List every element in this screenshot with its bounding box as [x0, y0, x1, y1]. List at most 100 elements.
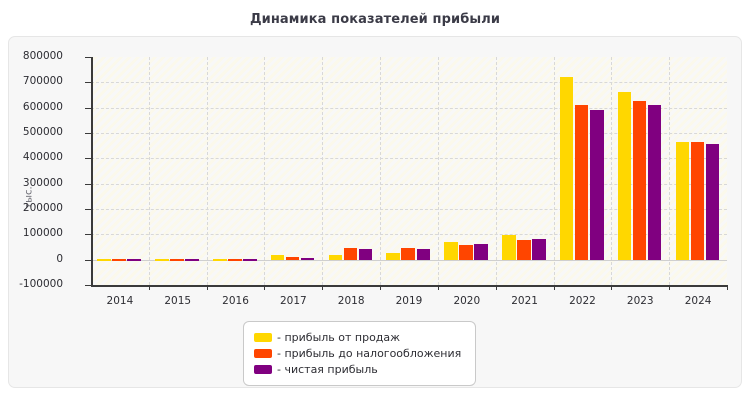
y-axis-tick	[85, 107, 91, 109]
legend-label: - прибыль от продаж	[277, 331, 401, 344]
bar	[459, 245, 473, 260]
y-axis-tick-label: 400000	[22, 151, 63, 164]
legend-swatch	[254, 349, 272, 359]
y-axis-tick	[85, 209, 91, 210]
y-axis-tick	[85, 285, 91, 286]
bar	[517, 240, 531, 260]
x-axis-tick	[437, 285, 439, 290]
vertical-gridline	[380, 57, 382, 285]
legend-swatch	[254, 333, 272, 343]
bar	[386, 253, 400, 260]
bar	[112, 258, 126, 262]
gridlines	[91, 57, 727, 285]
y-axis-tick	[85, 133, 91, 134]
x-axis-tick-label: 2014	[106, 295, 134, 307]
bar	[532, 239, 546, 260]
bar	[675, 141, 690, 260]
vertical-gridline	[148, 57, 150, 285]
bar	[401, 248, 415, 260]
x-axis-tick-label: 2017	[279, 295, 307, 307]
bar	[185, 258, 199, 262]
bar	[270, 255, 285, 260]
vertical-gridline	[495, 57, 497, 285]
chart-legend: - прибыль от продаж - прибыль до налогооб…	[243, 321, 477, 387]
x-axis-tick	[264, 285, 266, 290]
bar	[358, 249, 373, 260]
bar	[97, 258, 111, 262]
x-axis-tick-label: 2016	[222, 295, 249, 307]
y-axis-tick-label: 800000	[22, 50, 63, 62]
gridline	[91, 133, 727, 134]
vertical-gridline	[669, 57, 671, 285]
bar	[343, 247, 358, 260]
y-axis-tick	[85, 183, 91, 185]
gridline	[91, 234, 727, 236]
gridline	[91, 183, 727, 185]
x-axis-tick	[669, 285, 671, 290]
vertical-gridline	[553, 57, 555, 285]
y-axis-tick-label: 300000	[22, 176, 63, 189]
bar	[170, 258, 184, 262]
y-axis-tick-label: 600000	[22, 100, 63, 113]
x-axis-tick	[322, 285, 324, 290]
bar	[285, 256, 300, 260]
gridline	[91, 209, 727, 210]
bar	[155, 258, 169, 262]
vertical-gridline	[206, 57, 208, 285]
bar	[444, 242, 458, 260]
bar	[690, 141, 705, 260]
bar	[705, 144, 720, 260]
bar	[574, 105, 589, 260]
bar	[502, 235, 516, 260]
bar	[300, 257, 315, 261]
x-axis-tick-label: 2018	[337, 295, 365, 307]
bar	[589, 110, 604, 260]
legend-item[interactable]: - прибыль от продаж	[254, 331, 461, 345]
bar	[243, 258, 257, 262]
bar	[416, 249, 431, 260]
y-axis-tick-label: -100000	[19, 278, 63, 290]
x-axis-tick	[611, 285, 613, 290]
vertical-gridline	[437, 57, 439, 285]
bar	[474, 244, 488, 260]
y-axis-tick-label: 200000	[22, 202, 63, 214]
y-axis-tick-label: 500000	[22, 126, 63, 138]
legend-label: - прибыль до налогообложения	[277, 346, 462, 360]
y-axis-tick-label: 700000	[22, 75, 63, 88]
bar	[127, 258, 141, 262]
bar	[617, 92, 632, 260]
bar	[632, 101, 647, 260]
x-axis-tick	[495, 285, 497, 290]
y-axis-tick-label: 0	[56, 252, 63, 265]
x-axis-tick-label: 2023	[626, 295, 654, 307]
legend-item[interactable]: - прибыль до налогообложения	[254, 347, 461, 361]
vertical-gridline	[264, 57, 266, 285]
y-axis-tick	[85, 158, 91, 160]
bar	[328, 254, 343, 260]
x-axis-tick	[553, 285, 555, 290]
y-axis-tick	[85, 57, 91, 58]
bar	[559, 77, 574, 260]
gridline	[91, 82, 727, 84]
y-axis-tick	[85, 259, 91, 261]
x-axis-tick	[148, 285, 150, 290]
y-axis-line	[91, 57, 93, 285]
gridline	[91, 107, 727, 109]
bar	[647, 105, 662, 260]
chart-card: тыс. 800000 700000 600000 500000 400000 30000…	[8, 36, 742, 388]
page-title: Динамика показателей прибыли	[249, 12, 501, 27]
bar	[228, 258, 242, 262]
plot-area	[91, 57, 727, 285]
gridline	[91, 158, 727, 160]
legend-swatch	[254, 364, 272, 374]
x-axis-tick	[380, 285, 382, 290]
x-axis-tick	[727, 285, 728, 290]
legend-item[interactable]: - чистая прибыль	[254, 363, 461, 377]
plot-wrapper: тыс. 800000 700000 600000 500000 400000 30000…	[9, 37, 743, 389]
x-axis-tick-label: 2020	[453, 295, 481, 307]
x-axis-tick-label: 2021	[511, 295, 538, 307]
y-axis-tick	[85, 234, 91, 236]
y-axis-tick-label: 100000	[22, 227, 63, 240]
x-axis-line	[91, 285, 727, 287]
